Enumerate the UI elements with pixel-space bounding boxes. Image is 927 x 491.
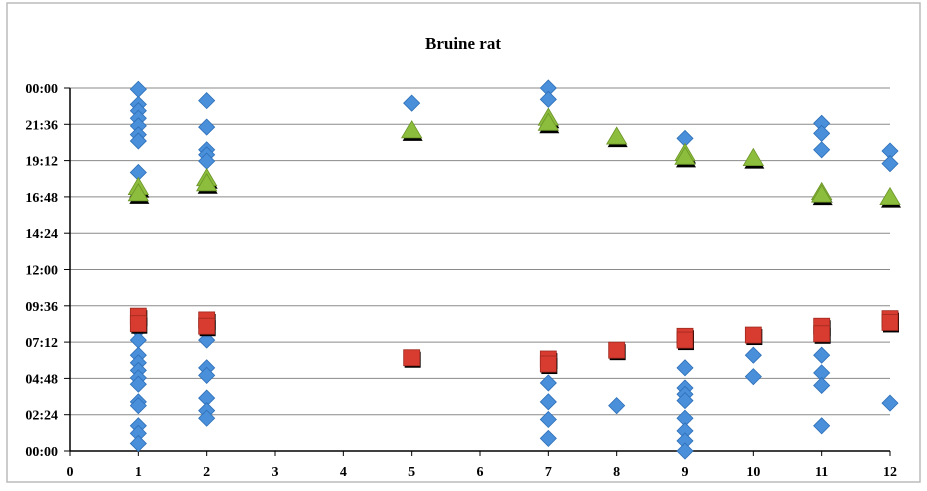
data-point-diamond <box>744 368 762 386</box>
data-point-triangle <box>195 173 218 194</box>
y-tick-label: 00:00 <box>25 82 58 97</box>
data-point-square <box>403 349 421 368</box>
data-point-triangle <box>537 112 560 134</box>
data-point-diamond <box>539 374 557 392</box>
x-tick-label: 0 <box>67 465 74 480</box>
x-tick-label: 1 <box>135 465 142 480</box>
data-point-diamond <box>129 132 147 150</box>
chart-title: Bruine rat <box>425 34 501 53</box>
y-tick-label: 09:36 <box>25 300 58 315</box>
data-point-diamond <box>813 346 831 364</box>
data-point-square <box>676 331 694 351</box>
data-point-diamond <box>676 442 694 460</box>
y-tick-label: 04:48 <box>25 372 58 387</box>
data-points <box>127 79 901 460</box>
x-tick-label: 5 <box>408 465 415 480</box>
data-point-diamond <box>881 155 899 173</box>
data-point-square <box>608 341 626 361</box>
x-tick-label: 3 <box>272 465 279 480</box>
x-tick-label: 4 <box>340 465 347 480</box>
x-tick-label: 12 <box>883 465 897 480</box>
data-point-triangle <box>810 184 833 206</box>
data-point-triangle <box>674 146 696 168</box>
chart-frame <box>6 2 921 483</box>
data-point-diamond <box>403 94 421 112</box>
data-point-diamond <box>608 397 626 415</box>
data-point-diamond <box>129 434 147 453</box>
data-point-diamond <box>676 359 694 377</box>
data-point-diamond <box>539 393 557 411</box>
y-tick-label: 07:12 <box>25 336 58 351</box>
data-point-diamond <box>198 92 216 110</box>
x-tick-label: 2 <box>203 465 210 480</box>
data-point-triangle <box>742 147 765 169</box>
data-point-triangle <box>605 126 628 148</box>
y-tick-label: 02:24 <box>25 409 58 424</box>
x-tick-label: 8 <box>613 465 620 480</box>
y-axis-ticks: 00:00 02:24 04:48 07:12 09:36 12:00 14:24 16:48… <box>25 82 70 460</box>
data-point-diamond <box>813 417 831 435</box>
y-tick-label: 19:12 <box>25 155 58 170</box>
data-point-square <box>129 315 148 334</box>
data-point-square <box>198 317 216 337</box>
data-point-diamond <box>813 141 831 159</box>
y-tick-label: 16:48 <box>25 191 58 206</box>
data-point-diamond <box>198 118 216 136</box>
data-point-diamond <box>676 392 694 410</box>
data-point-diamond <box>198 366 216 384</box>
data-point-diamond <box>129 397 147 415</box>
x-tick-label: 6 <box>477 465 484 480</box>
x-tick-label: 9 <box>682 465 689 480</box>
x-tick-label: 11 <box>815 465 828 480</box>
data-point-square <box>813 325 831 344</box>
data-point-diamond <box>539 410 557 429</box>
data-point-triangle <box>879 186 901 208</box>
data-point-diamond <box>198 409 216 427</box>
x-tick-label: 10 <box>746 465 760 480</box>
data-point-triangle <box>400 120 423 141</box>
data-point-square <box>881 314 899 333</box>
data-point-diamond <box>539 429 557 447</box>
data-point-diamond <box>813 376 831 395</box>
x-tick-label: 7 <box>545 465 552 480</box>
data-point-square <box>744 326 763 346</box>
y-tick-label: 00:00 <box>25 445 58 460</box>
data-point-diamond <box>539 90 557 108</box>
y-tick-label: 21:36 <box>25 118 58 133</box>
y-tick-label: 12:00 <box>25 264 58 279</box>
data-point-triangle <box>127 183 150 204</box>
data-point-diamond <box>881 394 899 412</box>
data-point-diamond <box>744 346 762 364</box>
x-axis-ticks: 0 1 2 3 4 5 6 7 8 9 10 11 12 <box>67 451 897 480</box>
data-point-square <box>539 355 558 375</box>
data-point-diamond <box>129 375 147 393</box>
y-tick-label: 14:24 <box>25 227 58 242</box>
